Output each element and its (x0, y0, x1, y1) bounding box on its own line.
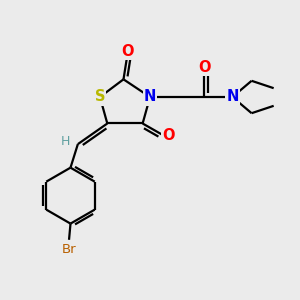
Text: N: N (226, 89, 238, 104)
Text: H: H (61, 135, 70, 148)
Text: S: S (95, 89, 105, 104)
Text: Br: Br (62, 243, 76, 256)
Text: O: O (198, 60, 211, 75)
Text: N: N (144, 89, 156, 104)
Text: O: O (122, 44, 134, 59)
Text: O: O (162, 128, 175, 143)
